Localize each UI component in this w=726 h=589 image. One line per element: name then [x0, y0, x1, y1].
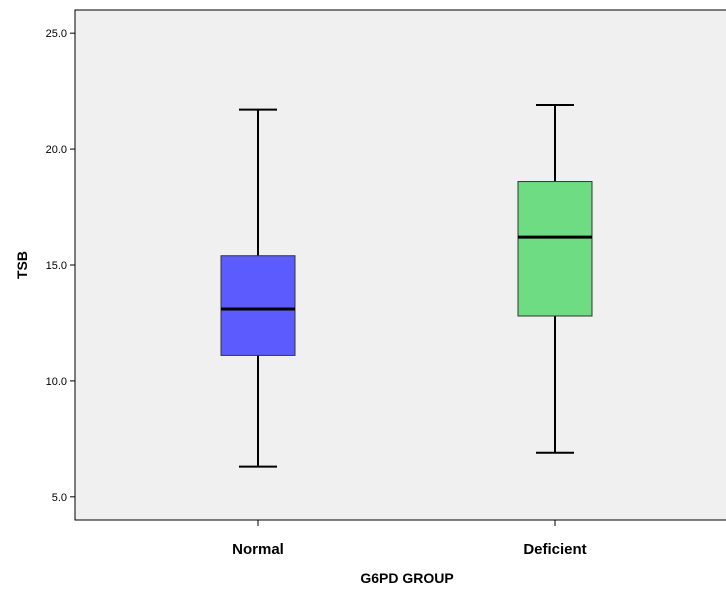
box-series [220, 104, 593, 468]
box-iqr [517, 181, 593, 317]
y-axis-title: TSB [14, 251, 30, 279]
y-tick-label: 15.0 [46, 260, 67, 272]
x-tick-label: Deficient [523, 541, 586, 558]
x-tick-label: Normal [232, 541, 284, 558]
y-axis: 5.0 10.0 15.0 20.0 25.0 [46, 28, 75, 504]
y-tick-label: 25.0 [46, 28, 67, 40]
y-tick-label: 5.0 [52, 492, 67, 504]
box-deficient [517, 104, 593, 454]
x-axis-title: G6PD GROUP [360, 570, 453, 586]
box-iqr [220, 255, 296, 356]
plot-area [74, 9, 726, 521]
y-tick-label: 20.0 [46, 144, 67, 156]
x-axis: Normal Deficient [232, 520, 587, 558]
y-tick-label: 10.0 [46, 376, 67, 388]
box-normal [220, 108, 296, 468]
